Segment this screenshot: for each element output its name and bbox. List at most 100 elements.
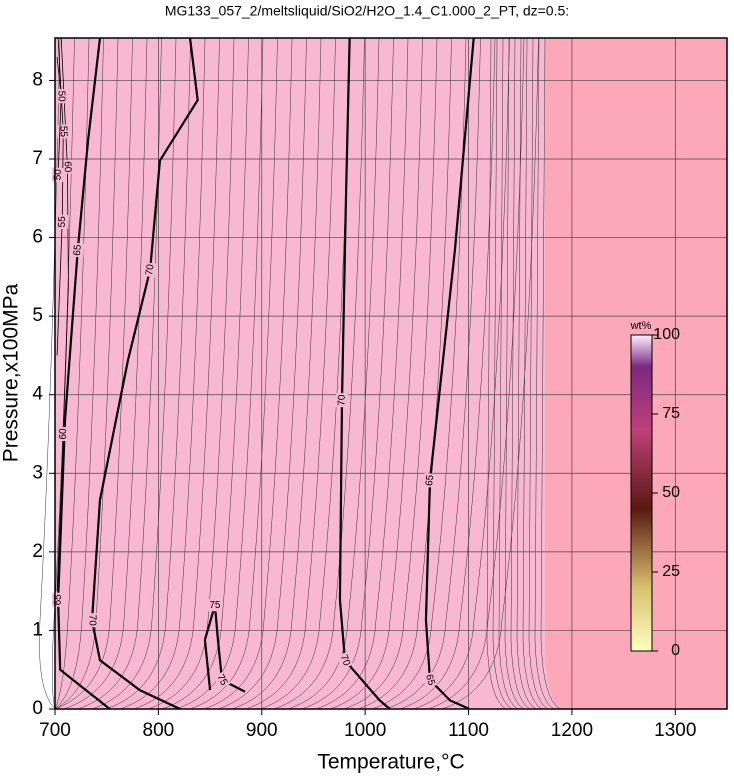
- contour-label: 75: [209, 600, 221, 611]
- contour-label-bg: [71, 242, 85, 258]
- thin-contour: [54, 37, 104, 710]
- colorbar: [630, 334, 653, 652]
- contour-label: 65: [423, 673, 437, 687]
- thin-contour: [54, 37, 119, 710]
- thin-contour: [147, 37, 235, 710]
- thin-contour: [516, 37, 537, 710]
- thin-contour: [231, 37, 322, 710]
- contours: 65 65 70 70 70 70 65 65 75 75 60 60 55 55 50 50: [51, 37, 475, 711]
- thin-contours: [39, 37, 561, 710]
- contour-label-bg: [57, 426, 70, 442]
- thin-contour: [492, 37, 513, 710]
- thin-contour: [510, 37, 531, 710]
- y-tick-label: 8: [32, 69, 43, 90]
- thin-contour: [245, 37, 336, 710]
- thin-contour: [189, 37, 278, 710]
- thin-contour: [486, 37, 507, 710]
- y-tick-label: 7: [32, 148, 43, 169]
- thin-contour: [540, 37, 561, 710]
- contour-label-bg: [335, 393, 349, 408]
- thin-contour: [504, 37, 525, 710]
- thin-contour: [441, 37, 539, 710]
- contour-label: 50: [53, 169, 64, 181]
- contour-label: 55: [58, 126, 69, 138]
- y-tick-label: 1: [32, 619, 43, 640]
- contour-label: 60: [58, 428, 69, 440]
- contour-label: 65: [72, 244, 84, 256]
- thin-contour: [427, 37, 525, 710]
- contour-label: 50: [56, 91, 67, 103]
- contour-line: [424, 37, 475, 711]
- chart-title: MG133_057_2/meltsliquid/SiO2/H2O_1.4_C1.…: [165, 3, 569, 19]
- contour-label-bg: [86, 613, 99, 628]
- contour-line: [338, 37, 391, 710]
- thin-contour: [399, 37, 496, 710]
- thin-contour: [522, 37, 543, 710]
- y-tick-label: 6: [32, 227, 43, 248]
- thin-contour: [63, 37, 148, 710]
- x-tick-label: 1200: [551, 720, 593, 741]
- contour-label: 60: [62, 161, 73, 173]
- thin-contour: [287, 37, 380, 710]
- contour-label-bg: [336, 651, 354, 669]
- contour-label-bg: [423, 472, 437, 488]
- thin-contour: [329, 37, 423, 710]
- contour-label: 70: [338, 653, 352, 668]
- contour-line: [56, 37, 69, 592]
- plot-frame: [54, 37, 728, 710]
- thin-contour: [105, 37, 191, 710]
- thin-contour: [133, 37, 220, 710]
- contour-label: 75: [214, 673, 229, 688]
- colorbar-tick-label: 75: [662, 405, 680, 422]
- thin-contour: [217, 37, 307, 710]
- colorbar-tick-label: 100: [653, 326, 680, 343]
- contour-label: 70: [86, 615, 97, 627]
- y-axis-label: Pressure,x100MPa: [0, 283, 23, 462]
- colorbar-tick-label: 25: [662, 563, 680, 580]
- x-tick-label: 1300: [654, 720, 696, 741]
- x-tick-label: 1100: [448, 720, 489, 741]
- thin-contour: [534, 37, 555, 710]
- thin-contour: [498, 37, 519, 710]
- thin-contour: [343, 37, 438, 710]
- y-tick-label: 4: [32, 384, 43, 405]
- x-tick-label: 900: [246, 720, 278, 741]
- x-axis-label: Temperature,°C: [317, 751, 464, 774]
- y-tick-label: 3: [32, 462, 43, 483]
- y-tick-label: 2: [32, 541, 43, 562]
- contour-label-bg: [207, 599, 222, 612]
- y-tick-label: 5: [32, 305, 43, 326]
- colorbar-tick-label: 50: [662, 484, 680, 501]
- contour-label-bg: [56, 214, 69, 230]
- contour-label-bg: [55, 89, 68, 104]
- x-tick-label: 800: [143, 720, 175, 741]
- thin-contour: [413, 37, 510, 710]
- thin-contour: [315, 37, 409, 710]
- contour-label-bg: [422, 671, 438, 689]
- thin-contour: [273, 37, 365, 710]
- thin-contour: [301, 37, 394, 710]
- contour-label-bg: [61, 159, 74, 175]
- thin-contour: [528, 37, 549, 710]
- thin-contour: [119, 37, 206, 710]
- thin-contour: [161, 37, 249, 710]
- thin-contour: [371, 37, 467, 710]
- colorbar-label: wt%: [630, 320, 652, 332]
- thin-contour: [203, 37, 293, 710]
- thin-contour: [54, 37, 133, 710]
- contour-label: 65: [53, 594, 64, 606]
- contour-label: 70: [337, 394, 348, 406]
- x-tick-label: 1000: [344, 720, 386, 741]
- contour-label: 65: [424, 474, 436, 486]
- thin-contour: [51, 37, 75, 710]
- contour-label-bg: [143, 261, 158, 278]
- contour-label: 70: [144, 263, 157, 276]
- y-tick-label: 0: [32, 698, 43, 719]
- contour-label: 55: [57, 216, 68, 228]
- contour-label-bg: [213, 670, 231, 689]
- x-tick-label: 700: [39, 720, 71, 741]
- thin-contour: [39, 37, 61, 710]
- contour-line: [57, 37, 111, 710]
- colorbar-tick-label: 0: [671, 642, 680, 659]
